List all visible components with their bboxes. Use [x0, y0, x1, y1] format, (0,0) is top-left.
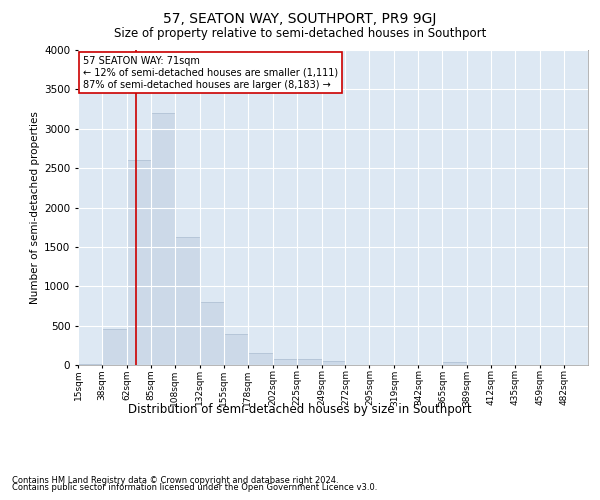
Bar — [200, 302, 224, 365]
Bar — [224, 334, 248, 365]
Bar — [127, 160, 151, 365]
Text: Contains public sector information licensed under the Open Government Licence v3: Contains public sector information licen… — [12, 484, 377, 492]
Bar — [248, 353, 272, 365]
Bar — [272, 358, 296, 365]
Bar — [151, 113, 175, 365]
Text: 57 SEATON WAY: 71sqm
← 12% of semi-detached houses are smaller (1,111)
87% of se: 57 SEATON WAY: 71sqm ← 12% of semi-detac… — [83, 56, 338, 90]
Text: Contains HM Land Registry data © Crown copyright and database right 2024.: Contains HM Land Registry data © Crown c… — [12, 476, 338, 485]
Bar — [296, 359, 322, 365]
Text: Size of property relative to semi-detached houses in Southport: Size of property relative to semi-detach… — [114, 28, 486, 40]
Bar — [442, 362, 467, 365]
Bar — [102, 329, 127, 365]
Text: 57, SEATON WAY, SOUTHPORT, PR9 9GJ: 57, SEATON WAY, SOUTHPORT, PR9 9GJ — [163, 12, 437, 26]
Bar — [78, 364, 102, 365]
Y-axis label: Number of semi-detached properties: Number of semi-detached properties — [30, 111, 40, 304]
Bar — [322, 361, 346, 365]
Bar — [175, 238, 200, 365]
Text: Distribution of semi-detached houses by size in Southport: Distribution of semi-detached houses by … — [128, 402, 472, 415]
